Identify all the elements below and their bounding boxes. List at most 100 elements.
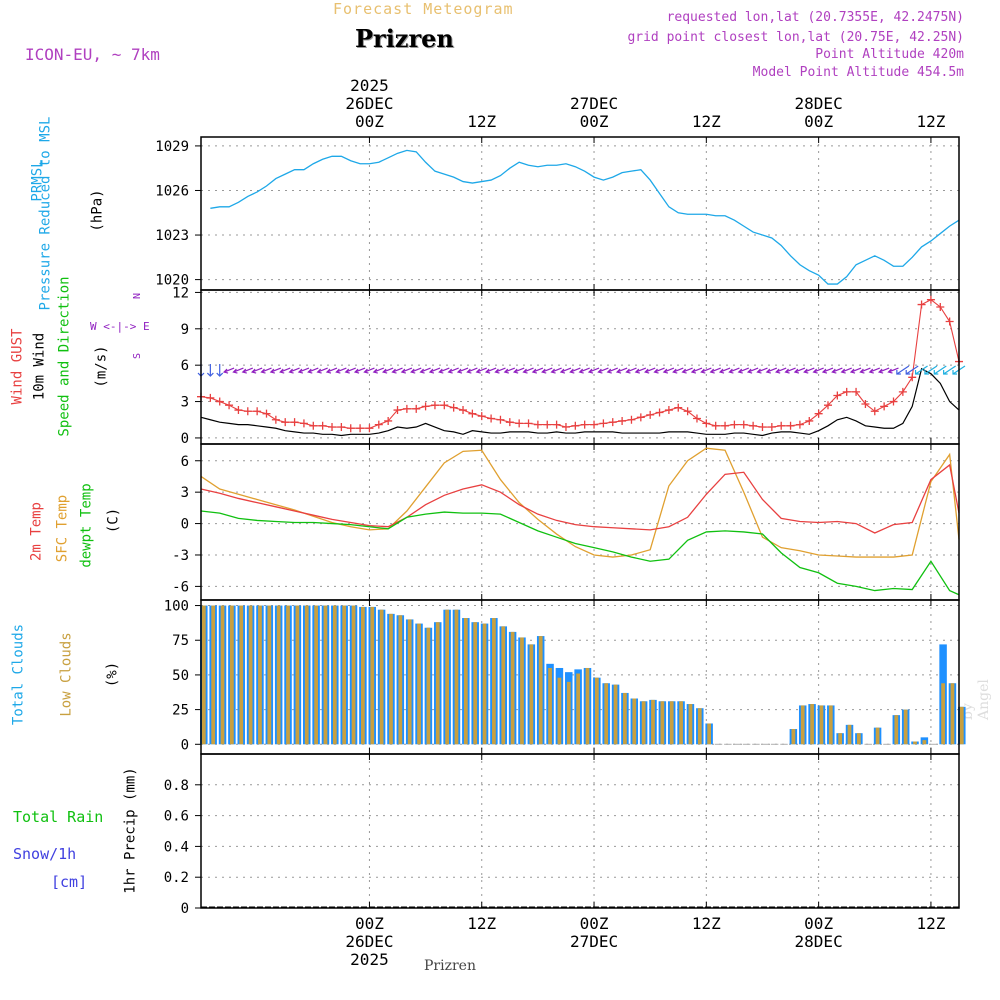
top-time-label: 28DEC: [795, 94, 843, 113]
gust-marker: [318, 421, 327, 430]
wind-direction-arrow: [250, 367, 263, 374]
wind-direction-arrow: [503, 367, 516, 374]
wind-direction-arrow: [438, 367, 450, 374]
ytick-label: 0.4: [164, 839, 189, 855]
wind-direction-arrow: [241, 367, 254, 374]
low-cloud-bar: [594, 677, 599, 745]
ytick-label: 1020: [155, 273, 189, 289]
low-cloud-bar: [361, 606, 365, 745]
gust-marker: [674, 403, 683, 412]
top-time-label: 12Z: [692, 112, 721, 131]
low-cloud-bar: [201, 605, 206, 745]
gust-marker: [468, 409, 477, 418]
point-altitude: Point Altitude 420m: [815, 47, 964, 62]
ytick-label: 75: [172, 633, 189, 649]
gust-marker: [599, 419, 608, 428]
low-cloud-bar: [613, 684, 618, 745]
gust-marker: [627, 415, 636, 424]
ytick-label: 0.6: [164, 809, 189, 825]
ytick-label: 1026: [155, 183, 189, 199]
top-time-label: 26DEC: [345, 94, 393, 113]
low-cloud-bar: [941, 683, 945, 745]
gust-marker: [664, 406, 673, 415]
gust-marker: [870, 407, 879, 416]
low-cloud-bar: [585, 667, 590, 745]
bottom-time-label: 12Z: [467, 914, 496, 933]
ytick-label: 0: [181, 737, 189, 753]
bottom-time-label: 00Z: [355, 914, 384, 933]
wind-direction-arrow: [531, 367, 544, 374]
low-cloud-bar: [922, 740, 927, 745]
low-cloud-bar: [828, 705, 833, 745]
low-cloud-bar: [463, 618, 468, 745]
compass-south: S: [132, 353, 143, 359]
ytick-label: 0: [181, 431, 189, 447]
gust-marker: [505, 418, 514, 427]
wind-direction-arrow: [933, 365, 947, 375]
dewpt-temp-line: [200, 510, 960, 596]
gust-marker: [823, 401, 832, 410]
wind-direction-arrow: [914, 365, 928, 375]
gust-marker: [926, 295, 935, 304]
gust-marker: [524, 419, 533, 428]
wind-direction-arrow: [859, 367, 871, 374]
gust-marker: [412, 404, 421, 413]
ytick-label: 9: [181, 322, 189, 338]
gust-marker: [758, 423, 767, 432]
wind-direction-arrow: [447, 367, 459, 374]
wind-direction-arrow: [709, 367, 721, 374]
low-cloud-bar: [679, 701, 683, 745]
gust-marker: [571, 421, 580, 430]
low-cloud-bar: [351, 605, 356, 745]
gust-marker: [365, 424, 374, 433]
low-cloud-bar: [492, 618, 496, 745]
low-cloud-bar: [959, 706, 964, 745]
wind-direction-arrow: [216, 364, 224, 377]
bottom-time-label: 12Z: [692, 914, 721, 933]
wind-direction-arrow: [269, 367, 282, 374]
wind-direction-arrow: [391, 367, 403, 374]
gust-marker: [618, 416, 627, 425]
model-altitude: Model Point Altitude 454.5m: [752, 65, 964, 80]
wind-direction-arrow: [625, 367, 637, 374]
low-cloud-bar: [641, 701, 646, 745]
panel-frame: [200, 753, 960, 909]
gust-marker: [730, 420, 739, 429]
wind-direction-arrow: [775, 367, 787, 374]
bottom-time-label: 26DEC: [345, 932, 393, 951]
wind-direction-arrow: [653, 367, 665, 374]
gust-marker: [580, 420, 589, 429]
low-cloud-bar: [267, 605, 272, 745]
gust-marker: [496, 415, 505, 424]
wind-direction-arrow: [325, 367, 338, 374]
rain-label: Total Rain: [13, 808, 104, 826]
wind-direction-arrow: [522, 367, 534, 374]
gust-marker: [225, 401, 234, 410]
ytick-label: 0.2: [164, 870, 189, 886]
low-cloud-bar: [838, 733, 843, 745]
low-cloud-bar: [286, 605, 290, 745]
ytick-label: 50: [172, 668, 189, 684]
wind-direction-arrow: [644, 367, 656, 374]
wind-direction-arrow: [288, 367, 300, 374]
gust-marker: [374, 420, 383, 429]
ytick-label: 1023: [155, 228, 189, 244]
gust-marker: [234, 406, 243, 415]
low-cloud-bar: [810, 704, 814, 745]
low-cloud-bar: [482, 623, 487, 745]
wind-direction-arrow: [887, 367, 899, 374]
wind-direction-arrow: [690, 367, 703, 374]
low-cloud-bar: [417, 623, 421, 745]
wind-direction-arrow: [765, 367, 778, 374]
wind-direction-arrow: [681, 367, 693, 374]
wind-direction-arrow: [569, 367, 581, 374]
wind-direction-arrow: [924, 365, 938, 375]
wind-direction-arrow: [260, 367, 272, 374]
wind-direction-arrow: [793, 367, 806, 374]
low-cloud-bar: [258, 605, 262, 745]
low-cloud-bar: [239, 605, 244, 745]
gust-marker: [253, 407, 262, 416]
low-cloud-bar: [398, 615, 403, 745]
wind-direction-arrow: [905, 365, 919, 375]
low-cloud-bar: [548, 667, 552, 745]
